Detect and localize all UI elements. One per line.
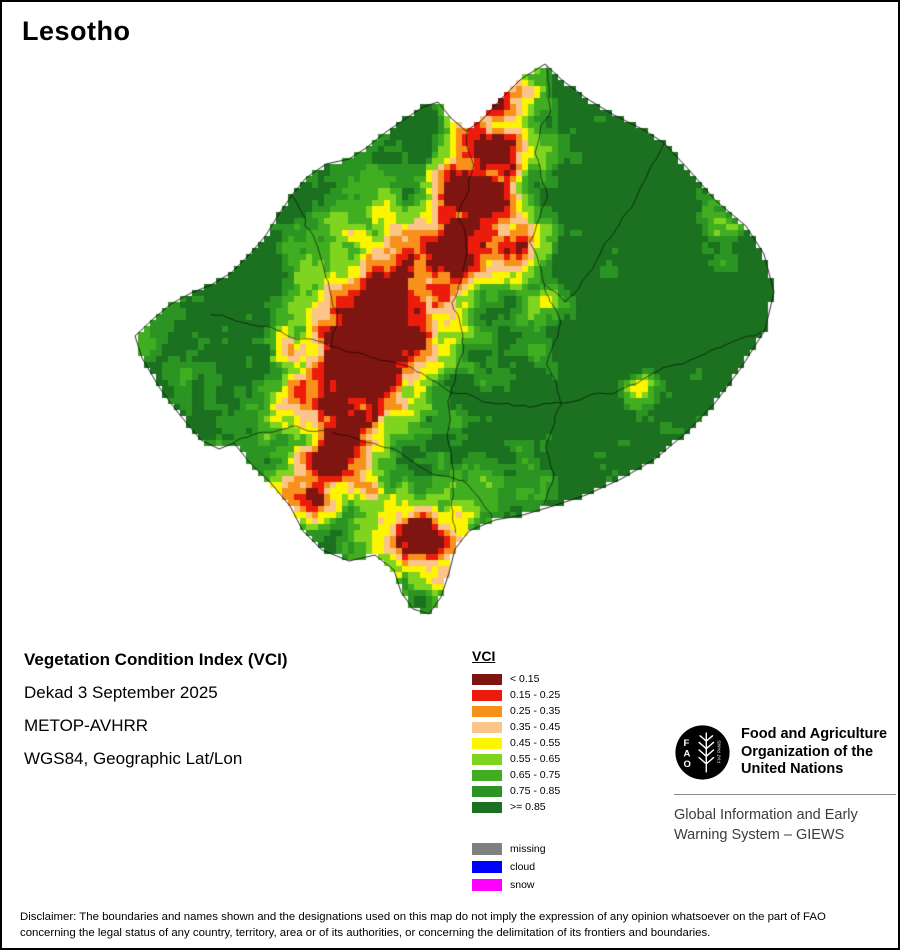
legend-label: 0.65 - 0.75 (510, 769, 561, 781)
fao-block: F A O FIAT PANIS Food and Agriculture Or… (674, 724, 896, 845)
vci-legend: VCI < 0.15 0.15 - 0.25 0.25 - 0.35 0.35 - 0… (472, 648, 560, 897)
legend-label: 0.15 - 0.25 (510, 689, 561, 701)
legend-row: snow (472, 879, 560, 891)
legend-row: 0.25 - 0.35 (472, 705, 560, 717)
disclaimer-text: Disclaimer: The boundaries and names sho… (20, 911, 826, 940)
legend-swatch (472, 705, 502, 717)
legend-row: 0.75 - 0.85 (472, 785, 560, 797)
legend-label: snow (510, 879, 535, 891)
projection-label: WGS84, Geographic Lat/Lon (24, 749, 243, 768)
legend-label: 0.25 - 0.35 (510, 705, 561, 717)
legend-swatch (472, 689, 502, 701)
legend-swatch (472, 843, 502, 855)
wheat-ear-icon (698, 732, 715, 773)
page-title: Lesotho (22, 16, 131, 46)
legend-row: < 0.15 (472, 673, 560, 685)
legend-row: cloud (472, 861, 560, 873)
dekad-label: Dekad 3 September 2025 (24, 683, 218, 702)
legend-swatch (472, 861, 502, 873)
legend-label: 0.75 - 0.85 (510, 785, 561, 797)
fao-header: F A O FIAT PANIS Food and Agriculture Or… (674, 724, 896, 781)
legend-label: cloud (510, 861, 536, 873)
legend-label: 0.45 - 0.55 (510, 737, 561, 749)
legend-swatch (472, 721, 502, 733)
legend-label: missing (510, 843, 546, 855)
legend-swatch (472, 673, 502, 685)
legend-swatch (472, 769, 502, 781)
fao-divider (674, 794, 896, 795)
legend-title: VCI (472, 648, 496, 664)
legend-row: 0.45 - 0.55 (472, 737, 560, 749)
legend-row: >= 0.85 (472, 801, 560, 813)
fao-letter-f: F (684, 738, 690, 749)
sensor-label: METOP-AVHRR (24, 716, 149, 735)
giews-label: Global Information and Early Warning Sys… (674, 807, 858, 843)
legend-row: 0.65 - 0.75 (472, 769, 560, 781)
legend-swatch (472, 737, 502, 749)
fao-motto: FIAT PANIS (717, 740, 722, 763)
legend-row: 0.55 - 0.65 (472, 753, 560, 765)
legend-swatch (472, 879, 502, 891)
fao-org-name: Food and Agriculture Organization of the… (741, 726, 888, 778)
legend-label: 0.55 - 0.65 (510, 753, 561, 765)
legend-label: < 0.15 (510, 673, 540, 685)
fao-letter-o: O (684, 759, 691, 770)
map-info-block: Vegetation Condition Index (VCI) Dekad 3… (24, 650, 288, 782)
product-name: Vegetation Condition Index (VCI) (24, 650, 288, 669)
legend-row: missing (472, 843, 560, 855)
vci-raster-map (2, 2, 898, 632)
legend-label: >= 0.85 (510, 801, 546, 813)
legend-row: 0.35 - 0.45 (472, 721, 560, 733)
legend-extra-list: missing cloud snow (472, 843, 560, 891)
legend-row: 0.15 - 0.25 (472, 689, 560, 701)
legend-swatch (472, 801, 502, 813)
fao-logo: F A O FIAT PANIS (675, 725, 730, 780)
legend-label: 0.35 - 0.45 (510, 721, 561, 733)
legend-swatch (472, 785, 502, 797)
fao-letter-a: A (684, 748, 691, 759)
legend-swatch (472, 753, 502, 765)
legend-class-list: < 0.15 0.15 - 0.25 0.25 - 0.35 0.35 - 0.45 0… (472, 673, 560, 813)
